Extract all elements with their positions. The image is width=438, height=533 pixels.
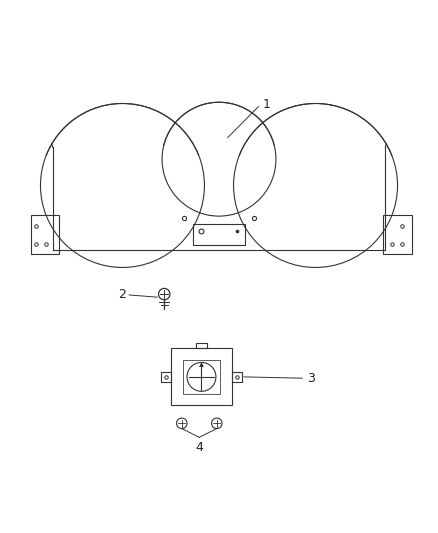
Text: 1: 1 bbox=[263, 98, 271, 111]
Bar bbox=[171, 349, 232, 405]
Text: 3: 3 bbox=[307, 372, 314, 385]
Bar bbox=[31, 215, 59, 254]
Bar bbox=[161, 372, 171, 382]
Text: 2: 2 bbox=[118, 288, 126, 302]
Bar bbox=[383, 215, 412, 254]
Text: 4: 4 bbox=[195, 441, 203, 454]
Bar bbox=[183, 360, 220, 394]
Bar bbox=[196, 343, 207, 349]
Bar bbox=[232, 372, 242, 382]
Bar bbox=[193, 223, 245, 246]
